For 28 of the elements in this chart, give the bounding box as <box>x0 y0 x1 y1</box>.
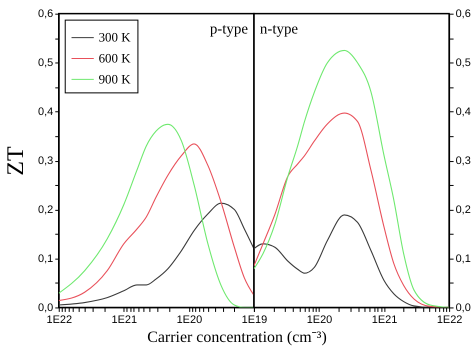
y-tick-label: 0,4 <box>456 106 471 118</box>
y-tick-label: 0,2 <box>456 204 471 216</box>
legend-label: 600 K <box>98 50 132 66</box>
x-tick-label: 1E22 <box>46 314 72 326</box>
y-tick-label: 0,1 <box>456 252 471 265</box>
x-tick-label: 1E21 <box>112 314 138 326</box>
y-tick-label: 0,6 <box>456 8 471 20</box>
x-tick-label: 1E22 <box>436 314 462 326</box>
y-tick-label: 0,6 <box>38 8 54 20</box>
annotation: p-type <box>210 22 248 38</box>
y-tick-label: 0,0 <box>456 302 471 314</box>
y-tick-label: 0,5 <box>456 57 471 70</box>
x-tick-label: 1E19 <box>242 314 268 326</box>
y-tick-label: 0,5 <box>38 57 54 70</box>
y-tick-label: 0,2 <box>38 204 54 216</box>
y-axis-title: ZT <box>3 146 30 176</box>
legend-label: 300 K <box>98 30 132 45</box>
y-tick-label: 0,3 <box>38 155 54 168</box>
y-tick-label: 0,4 <box>38 106 54 118</box>
x-tick-label: 1E21 <box>372 314 398 326</box>
y-tick-label: 0,0 <box>38 302 54 314</box>
x-tick-label: 1E20 <box>306 314 332 326</box>
y-tick-label: 0,3 <box>456 155 471 168</box>
y-tick-label: 0,1 <box>38 252 54 265</box>
x-axis-title: Carrier concentration (cm⁻³) <box>147 329 327 346</box>
annotation: n-type <box>260 22 298 38</box>
legend-label: 900 K <box>98 71 132 86</box>
x-tick-label: 1E20 <box>176 314 202 326</box>
